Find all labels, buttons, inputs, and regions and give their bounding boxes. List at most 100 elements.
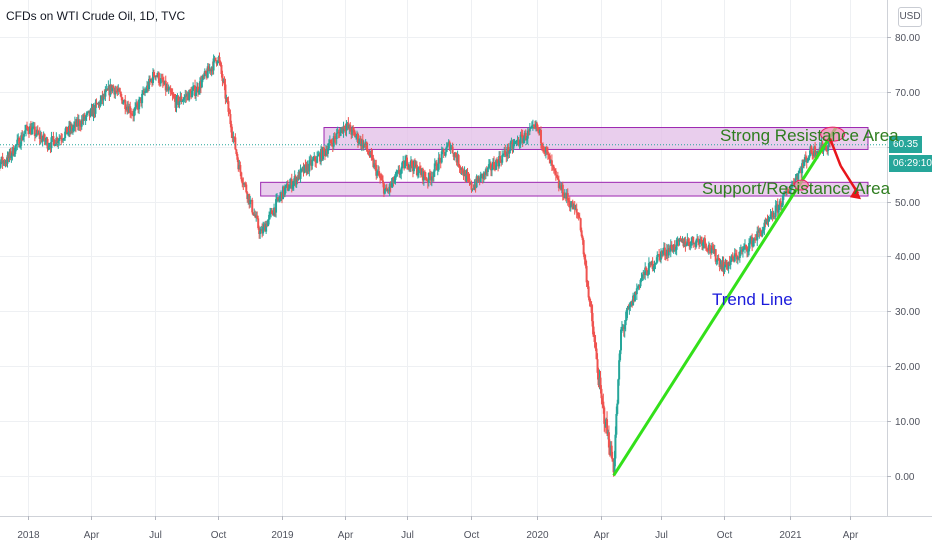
candle-body (588, 297, 591, 302)
candle-body (746, 246, 749, 252)
candle-body (62, 139, 65, 141)
currency-button[interactable]: USD (898, 7, 922, 27)
candle-body (747, 251, 750, 253)
candle-body (410, 160, 413, 167)
candle-body (647, 263, 650, 275)
candle-body (268, 214, 271, 220)
candle-body (652, 267, 655, 269)
candle-body (78, 120, 81, 127)
candle-body (102, 94, 105, 101)
candle-body (374, 163, 377, 165)
x-tick-label: Jul (149, 530, 162, 541)
candle-body (169, 88, 172, 93)
candle-body (602, 401, 605, 408)
candle-body (221, 74, 224, 81)
candle-body (817, 150, 820, 152)
candle-body (95, 102, 98, 104)
candle-body (483, 172, 486, 175)
candle-body (524, 132, 527, 141)
x-tick-label: Oct (464, 530, 480, 541)
candle-body (354, 132, 357, 138)
candle-body (617, 379, 620, 404)
candle-body (615, 414, 618, 435)
candle-body (234, 137, 237, 150)
candle-body (122, 102, 125, 104)
candle-body (509, 142, 512, 151)
candle-body (448, 141, 451, 150)
candle-body (489, 163, 492, 171)
candle-body (769, 214, 772, 219)
candle-body (111, 85, 114, 92)
candle-body (508, 150, 511, 154)
candle-body (550, 160, 553, 166)
candle-body (226, 98, 229, 102)
candle-body (685, 244, 688, 247)
candle-body (580, 230, 583, 237)
candle-body (771, 212, 774, 218)
candle-body (400, 168, 403, 174)
candle-body (619, 350, 622, 361)
candle-body (94, 102, 97, 114)
candle-body (279, 195, 282, 200)
candle-body (352, 128, 355, 130)
candle-body (594, 341, 597, 349)
candle-body (277, 197, 280, 200)
candle-body (581, 236, 584, 241)
candle-body (586, 282, 589, 287)
candle-body (64, 131, 67, 139)
candle-body (774, 205, 777, 217)
candle-body (777, 205, 780, 213)
candle-body (725, 259, 728, 266)
candle-body (291, 185, 294, 189)
candle-body (376, 171, 379, 176)
candle-body (154, 76, 156, 78)
candle-body (258, 228, 261, 235)
candle-body (539, 130, 542, 144)
candle-body (505, 154, 508, 157)
candle-body (251, 200, 254, 213)
candle-body (611, 458, 614, 462)
candle-body (737, 257, 740, 259)
candle-body (764, 222, 767, 224)
candle-body (134, 107, 137, 111)
candle-body (804, 157, 807, 159)
candle-body (148, 78, 151, 90)
candle-body (245, 184, 248, 193)
candle-body (787, 192, 790, 194)
candle-body (465, 173, 468, 182)
candle-body (618, 360, 621, 380)
candle-body (486, 167, 489, 173)
candle-body (490, 169, 493, 171)
candle-body (606, 419, 609, 434)
candle-body (740, 250, 743, 252)
candle-body (9, 151, 12, 159)
candle-body (381, 179, 384, 181)
candle-body (349, 125, 352, 132)
candle-body (200, 80, 203, 88)
candle-body (641, 275, 644, 279)
candle-body (16, 139, 19, 145)
candle-body (690, 240, 693, 246)
candle-body (496, 160, 499, 162)
candle-body (161, 78, 164, 83)
candle-body (616, 403, 619, 415)
candle-body (413, 160, 416, 167)
candle-body (311, 160, 314, 166)
candle-body (786, 190, 789, 193)
candle-body (287, 188, 290, 191)
candle-body (152, 72, 155, 84)
candle-body (104, 90, 107, 97)
candle-body (431, 176, 434, 178)
candle-body (53, 139, 56, 147)
candle-body (497, 161, 500, 167)
y-tick-label: 50.00 (895, 198, 920, 209)
candle-body (241, 179, 244, 184)
candle-body (24, 130, 27, 134)
candle-body (766, 219, 769, 222)
candle-body (596, 359, 599, 373)
candle-body (773, 216, 776, 218)
candle-body (396, 171, 399, 174)
candle-body (451, 146, 454, 154)
candle-body (418, 166, 421, 170)
